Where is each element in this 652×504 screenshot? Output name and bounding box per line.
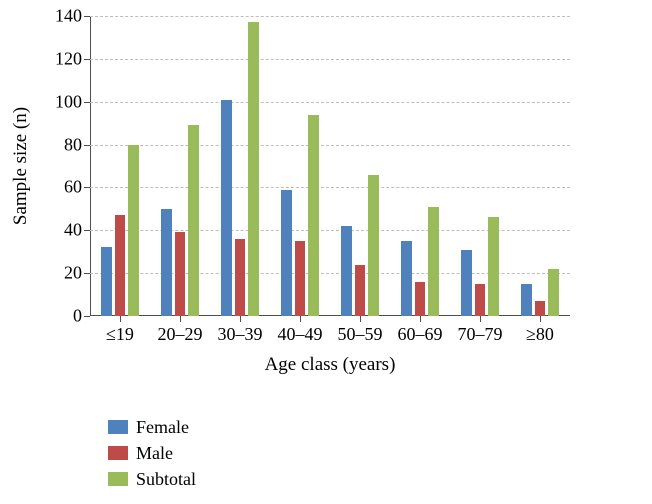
- bar: [355, 265, 366, 316]
- bar: [248, 22, 259, 316]
- bar: [428, 207, 439, 316]
- x-tick: [240, 316, 241, 322]
- bar: [521, 284, 532, 316]
- y-tick: [84, 187, 90, 188]
- x-tick: [480, 316, 481, 322]
- y-tick: [84, 102, 90, 103]
- legend-label: Male: [136, 443, 173, 464]
- x-tick: [420, 316, 421, 322]
- bar: [308, 115, 319, 316]
- y-axis-label: Sample size (n): [10, 107, 32, 225]
- gridline: [90, 187, 570, 188]
- bar: [175, 232, 186, 316]
- bar: [161, 209, 172, 316]
- x-tick-label: 40–49: [278, 324, 323, 345]
- legend-label: Subtotal: [136, 469, 196, 490]
- y-tick: [84, 230, 90, 231]
- bar: [235, 239, 246, 316]
- x-tick-label: 50–59: [338, 324, 383, 345]
- bar: [101, 247, 112, 316]
- x-tick: [120, 316, 121, 322]
- bar: [295, 241, 306, 316]
- legend-swatch: [108, 446, 128, 460]
- bar: [128, 145, 139, 316]
- plot-area: 020406080100120140≤1920–2930–3940–4950–5…: [90, 16, 570, 316]
- bar: [401, 241, 412, 316]
- x-tick: [300, 316, 301, 322]
- y-tick: [84, 59, 90, 60]
- y-tick-label: 100: [55, 91, 82, 112]
- y-tick-label: 80: [64, 134, 82, 155]
- bar: [221, 100, 232, 316]
- gridline: [90, 59, 570, 60]
- bar: [188, 125, 199, 316]
- bar: [488, 217, 499, 316]
- age-sample-size-chart: 0 20 40 60 80 100 120 140 ≤19 20–29 30–39 40–49 50–5…: [0, 0, 652, 504]
- gridline: [90, 16, 570, 17]
- y-tick: [84, 316, 90, 317]
- y-tick-label: 140: [55, 6, 82, 27]
- y-tick: [84, 145, 90, 146]
- y-tick-label: 0: [73, 306, 82, 327]
- y-tick-label: 40: [64, 220, 82, 241]
- x-axis-label: Age class (years): [265, 354, 396, 376]
- bar: [475, 284, 486, 316]
- legend-item: Subtotal: [108, 466, 196, 492]
- x-tick-label: 30–39: [218, 324, 263, 345]
- x-tick: [180, 316, 181, 322]
- bar: [341, 226, 352, 316]
- bar: [281, 190, 292, 316]
- y-tick-label: 20: [64, 263, 82, 284]
- y-tick: [84, 273, 90, 274]
- bar: [415, 282, 426, 316]
- x-tick: [360, 316, 361, 322]
- gridline: [90, 145, 570, 146]
- x-tick-label: ≤19: [106, 324, 134, 345]
- bar: [115, 215, 126, 316]
- gridline: [90, 102, 570, 103]
- bar: [368, 175, 379, 316]
- y-tick-label: 120: [55, 48, 82, 69]
- x-tick-label: 70–79: [458, 324, 503, 345]
- x-tick-label: 60–69: [398, 324, 443, 345]
- x-tick-label: ≥80: [526, 324, 554, 345]
- bar: [535, 301, 546, 316]
- bar: [461, 250, 472, 316]
- legend-item: Male: [108, 440, 196, 466]
- legend-item: Female: [108, 414, 196, 440]
- x-tick: [540, 316, 541, 322]
- y-tick: [84, 16, 90, 17]
- legend-swatch: [108, 420, 128, 434]
- legend-swatch: [108, 472, 128, 486]
- y-tick-label: 60: [64, 177, 82, 198]
- legend: Female Male Subtotal: [108, 414, 196, 492]
- bar: [548, 269, 559, 316]
- legend-label: Female: [136, 417, 189, 438]
- x-tick-label: 20–29: [158, 324, 203, 345]
